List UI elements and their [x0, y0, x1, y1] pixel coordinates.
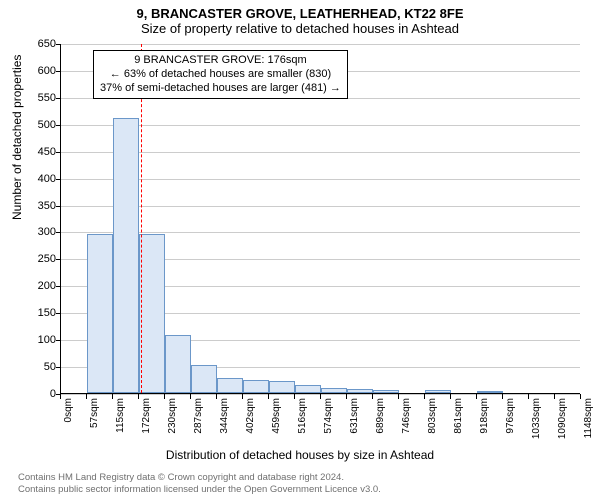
histogram-bar: [165, 335, 191, 393]
y-tick-mark: [56, 44, 61, 45]
x-tick-mark: [398, 394, 399, 399]
y-tick-label: 300: [16, 226, 56, 238]
footer-line-2: Contains public sector information licen…: [18, 484, 381, 496]
y-tick-label: 150: [16, 307, 56, 319]
x-tick-mark: [580, 394, 581, 399]
x-tick-label: 402sqm: [245, 398, 256, 434]
histogram-bar: [217, 378, 243, 393]
x-axis-ticks: 0sqm 57sqm 115sqm 172sqm 230sqm 287sqm 344sqm 4…: [60, 394, 580, 448]
y-tick-mark: [56, 286, 61, 287]
x-tick-mark: [216, 394, 217, 399]
x-tick-label: 287sqm: [193, 398, 204, 434]
histogram-bar: [347, 389, 373, 393]
y-tick-label: 450: [16, 146, 56, 158]
title-line-1: 9, BRANCASTER GROVE, LEATHERHEAD, KT22 8…: [0, 6, 600, 21]
histogram-bar: [113, 118, 139, 393]
x-tick-label: 115sqm: [115, 398, 126, 433]
x-tick-label: 1148sqm: [583, 398, 594, 438]
x-tick-mark: [294, 394, 295, 399]
x-tick-label: 918sqm: [479, 398, 490, 434]
y-axis-ticks: 050100150200250300350400450500550600650: [15, 44, 60, 394]
y-tick-mark: [56, 340, 61, 341]
histogram-bar: [139, 234, 165, 393]
annotation-line: ← 63% of detached houses are smaller (83…: [100, 68, 341, 82]
y-tick-mark: [56, 71, 61, 72]
y-tick-mark: [56, 98, 61, 99]
y-tick-mark: [56, 232, 61, 233]
x-tick-label: 689sqm: [375, 398, 386, 434]
y-tick-label: 350: [16, 200, 56, 212]
y-tick-label: 100: [16, 334, 56, 346]
y-tick-mark: [56, 152, 61, 153]
histogram-bar: [191, 365, 217, 393]
gridline: [61, 44, 580, 45]
y-tick-label: 200: [16, 280, 56, 292]
y-tick-label: 650: [16, 38, 56, 50]
plot-surface: 9 BRANCASTER GROVE: 176sqm← 63% of detac…: [60, 44, 580, 394]
x-tick-mark: [138, 394, 139, 399]
x-tick-mark: [190, 394, 191, 399]
x-tick-label: 1033sqm: [531, 398, 542, 439]
x-tick-mark: [320, 394, 321, 399]
x-tick-label: 57sqm: [89, 398, 100, 428]
annotation-line: 37% of semi-detached houses are larger (…: [100, 82, 341, 96]
x-tick-label: 230sqm: [167, 398, 178, 434]
x-tick-mark: [528, 394, 529, 399]
x-tick-label: 0sqm: [63, 398, 74, 422]
y-tick-mark: [56, 125, 61, 126]
x-tick-mark: [164, 394, 165, 399]
title-line-2: Size of property relative to detached ho…: [0, 21, 600, 36]
histogram-bar: [373, 390, 399, 393]
attribution-footer: Contains HM Land Registry data © Crown c…: [18, 472, 381, 496]
x-tick-label: 861sqm: [453, 398, 464, 434]
y-tick-label: 550: [16, 92, 56, 104]
x-tick-mark: [424, 394, 425, 399]
y-tick-mark: [56, 206, 61, 207]
y-tick-label: 400: [16, 173, 56, 185]
x-axis-label: Distribution of detached houses by size …: [0, 448, 600, 462]
x-tick-mark: [450, 394, 451, 399]
y-tick-label: 50: [16, 361, 56, 373]
footer-line-1: Contains HM Land Registry data © Crown c…: [18, 472, 381, 484]
x-tick-mark: [242, 394, 243, 399]
x-tick-mark: [476, 394, 477, 399]
histogram-bar: [477, 391, 503, 393]
x-tick-label: 574sqm: [323, 398, 334, 434]
histogram-bar: [295, 385, 321, 393]
histogram-bar: [269, 381, 295, 393]
x-tick-mark: [502, 394, 503, 399]
x-tick-mark: [268, 394, 269, 399]
x-tick-label: 1090sqm: [557, 398, 568, 439]
x-tick-label: 631sqm: [349, 398, 360, 434]
annotation-line: 9 BRANCASTER GROVE: 176sqm: [100, 54, 341, 68]
y-tick-mark: [56, 179, 61, 180]
y-tick-label: 0: [16, 388, 56, 400]
x-tick-label: 516sqm: [297, 398, 308, 434]
x-tick-label: 459sqm: [271, 398, 282, 434]
y-tick-label: 600: [16, 65, 56, 77]
x-tick-mark: [372, 394, 373, 399]
x-tick-mark: [86, 394, 87, 399]
histogram-bar: [243, 380, 269, 393]
y-tick-label: 500: [16, 119, 56, 131]
y-tick-label: 250: [16, 253, 56, 265]
histogram-bar: [321, 388, 347, 393]
histogram-bar: [425, 390, 451, 393]
x-tick-mark: [60, 394, 61, 399]
annotation-box: 9 BRANCASTER GROVE: 176sqm← 63% of detac…: [93, 50, 348, 99]
x-tick-mark: [346, 394, 347, 399]
x-tick-label: 746sqm: [401, 398, 412, 434]
y-tick-mark: [56, 313, 61, 314]
x-tick-label: 172sqm: [141, 398, 152, 434]
chart-title: 9, BRANCASTER GROVE, LEATHERHEAD, KT22 8…: [0, 0, 600, 36]
x-tick-label: 344sqm: [219, 398, 230, 434]
x-tick-mark: [554, 394, 555, 399]
chart-plot-area: 9 BRANCASTER GROVE: 176sqm← 63% of detac…: [60, 44, 580, 394]
x-tick-label: 803sqm: [427, 398, 438, 434]
histogram-bar: [87, 234, 113, 393]
x-tick-mark: [112, 394, 113, 399]
y-tick-mark: [56, 367, 61, 368]
y-tick-mark: [56, 259, 61, 260]
x-tick-label: 976sqm: [505, 398, 516, 434]
